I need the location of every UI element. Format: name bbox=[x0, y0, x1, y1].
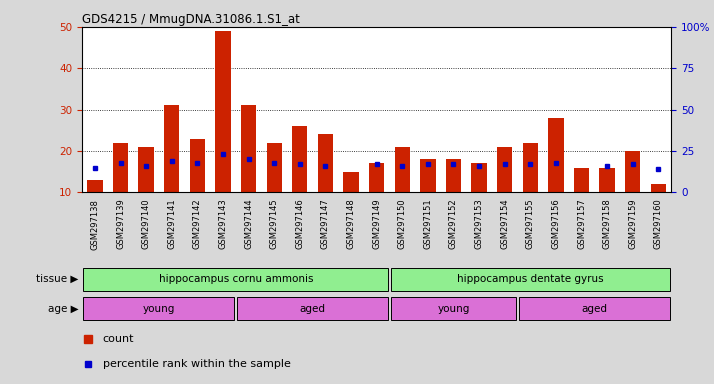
Text: young: young bbox=[437, 304, 470, 314]
Bar bbox=[391, 268, 670, 291]
Bar bbox=[650, 184, 666, 192]
Text: aged: aged bbox=[581, 304, 608, 314]
Bar bbox=[190, 139, 205, 192]
Bar bbox=[237, 297, 388, 320]
Bar bbox=[266, 143, 282, 192]
Text: count: count bbox=[103, 334, 134, 344]
Bar bbox=[523, 143, 538, 192]
Bar bbox=[369, 164, 384, 192]
Bar bbox=[318, 134, 333, 192]
Text: percentile rank within the sample: percentile rank within the sample bbox=[103, 359, 291, 369]
Bar bbox=[600, 167, 615, 192]
Bar bbox=[241, 106, 256, 192]
Bar bbox=[216, 31, 231, 192]
Bar bbox=[471, 164, 487, 192]
Bar bbox=[87, 180, 103, 192]
Bar bbox=[164, 106, 179, 192]
Bar bbox=[84, 268, 388, 291]
Bar bbox=[519, 297, 670, 320]
Bar bbox=[139, 147, 154, 192]
Text: young: young bbox=[143, 304, 175, 314]
Text: tissue ▶: tissue ▶ bbox=[36, 274, 79, 284]
Bar bbox=[420, 159, 436, 192]
Text: age ▶: age ▶ bbox=[48, 304, 79, 314]
Bar bbox=[625, 151, 640, 192]
Text: hippocampus cornu ammonis: hippocampus cornu ammonis bbox=[159, 274, 313, 284]
Text: GDS4215 / MmugDNA.31086.1.S1_at: GDS4215 / MmugDNA.31086.1.S1_at bbox=[82, 13, 300, 26]
Bar bbox=[497, 147, 513, 192]
Bar bbox=[113, 143, 129, 192]
Bar bbox=[548, 118, 563, 192]
Bar bbox=[84, 297, 234, 320]
Text: aged: aged bbox=[300, 304, 326, 314]
Bar bbox=[395, 147, 410, 192]
Bar bbox=[343, 172, 358, 192]
Bar bbox=[574, 167, 589, 192]
Bar bbox=[446, 159, 461, 192]
Text: hippocampus dentate gyrus: hippocampus dentate gyrus bbox=[457, 274, 603, 284]
Bar bbox=[292, 126, 308, 192]
Bar bbox=[391, 297, 516, 320]
